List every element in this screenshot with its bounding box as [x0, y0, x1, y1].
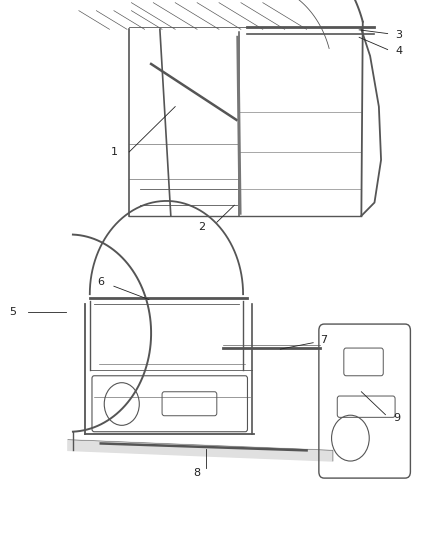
Polygon shape: [68, 440, 333, 461]
Text: 6: 6: [97, 278, 104, 287]
Text: 2: 2: [198, 222, 205, 231]
Text: 7: 7: [321, 335, 328, 345]
Text: 1: 1: [110, 147, 117, 157]
Text: 5: 5: [10, 307, 17, 317]
Text: 4: 4: [395, 46, 402, 55]
Text: 3: 3: [395, 30, 402, 39]
Text: 9: 9: [393, 414, 400, 423]
Text: 8: 8: [194, 469, 201, 478]
